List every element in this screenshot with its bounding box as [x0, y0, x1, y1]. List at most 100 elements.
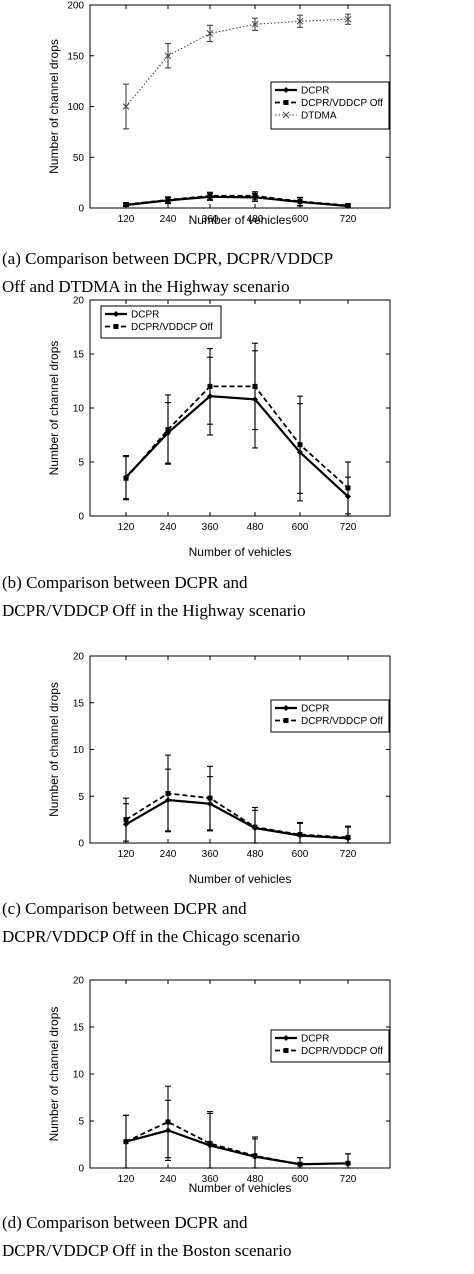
figure-caption: Off and DTDMA in the Highway scenario [2, 277, 290, 296]
chart-panel-4: 0 5 10 15 20 120 240 360 480 600 720 Number of vehi… [2, 976, 391, 1260]
series-2 [123, 754, 351, 844]
data-point [344, 15, 352, 23]
y-tick-label: 5 [78, 792, 84, 803]
legend-entry: DCPR/VDDCP Off [131, 322, 213, 333]
y-tick-label: 10 [73, 1070, 85, 1081]
series-1 [123, 1099, 351, 1169]
y-tick-label: 100 [67, 102, 84, 113]
y-tick-label: 150 [67, 51, 84, 62]
x-tick-label: 480 [247, 1174, 264, 1185]
figure-caption: (d) Comparison between DCPR and [2, 1213, 248, 1232]
x-tick-label: 720 [340, 849, 357, 860]
y-tick-label: 0 [78, 1164, 84, 1175]
x-tick-label: 240 [160, 214, 177, 225]
x-tick-label: 720 [340, 214, 357, 225]
series-1 [123, 192, 351, 209]
series-line [125, 394, 349, 498]
series-line [125, 1120, 349, 1166]
y-tick-label: 0 [78, 839, 84, 850]
legend-box [270, 699, 390, 733]
x-tick-label: 480 [247, 522, 264, 533]
series-1 [123, 350, 351, 517]
legend-entry: DCPR [131, 310, 159, 321]
y-tick-label: 15 [73, 1023, 85, 1034]
y-tick-label: 5 [78, 458, 84, 469]
figure-caption: DCPR/VDDCP Off in the Boston scenario [2, 1241, 291, 1260]
data-point [297, 442, 303, 448]
x-tick-label: 720 [340, 522, 357, 533]
data-point [206, 30, 214, 37]
x-tick-label: 120 [118, 849, 135, 860]
series-line [125, 194, 349, 207]
y-tick-label: 15 [73, 698, 85, 709]
x-tick-label: 600 [292, 849, 309, 860]
data-point [164, 52, 172, 60]
x-axis-title: Number of vehicles [189, 545, 292, 559]
data-point [122, 103, 130, 110]
x-tick-label: 480 [247, 849, 264, 860]
data-point [296, 17, 304, 25]
chart-panel-3: 0 5 10 15 20 120 240 360 480 600 720 Number of vehi… [2, 652, 391, 946]
figure-caption: DCPR/VDDCP Off in the Highway scenario [2, 601, 306, 620]
data-point [123, 817, 129, 823]
legend-entry: DCPR [301, 86, 329, 97]
series-line [125, 792, 349, 839]
legend-entry: DCPR/VDDCP Off [301, 1046, 383, 1057]
legend-marker [283, 87, 289, 93]
legend-marker [283, 705, 289, 711]
data-point [207, 193, 213, 199]
legend-marker [282, 111, 290, 119]
x-tick-label: 600 [292, 522, 309, 533]
legend-marker [283, 1035, 289, 1041]
legend-marker [283, 718, 289, 723]
figure-caption: DCPR/VDDCP Off in the Chicago scenario [2, 927, 300, 946]
legend-marker [283, 1048, 289, 1053]
series-3 [122, 13, 352, 130]
y-tick-label: 10 [73, 745, 85, 756]
y-tick-label: 20 [73, 976, 85, 987]
series-line [125, 1129, 349, 1166]
data-point [345, 834, 351, 840]
data-point [252, 1153, 258, 1159]
legend-box [270, 1029, 390, 1063]
chart-panel-2: 0 5 10 15 20 120 240 360 480 600 720 Number of vehi… [2, 296, 391, 620]
y-axis-title: Number of channel drops [47, 39, 61, 174]
data-point [123, 201, 129, 207]
x-tick-label: 120 [118, 1174, 135, 1185]
legend-marker [113, 311, 119, 317]
data-point [165, 197, 171, 203]
series-line [125, 798, 349, 840]
y-tick-label: 200 [67, 1, 84, 12]
x-tick-label: 240 [160, 522, 177, 533]
y-tick-label: 15 [73, 350, 85, 361]
figure-caption: (c) Comparison between DCPR and [2, 899, 247, 918]
legend-box [100, 305, 222, 339]
x-tick-label: 120 [118, 522, 135, 533]
x-tick-label: 360 [202, 1174, 219, 1185]
y-tick-label: 50 [73, 153, 85, 164]
y-tick-label: 20 [73, 652, 85, 663]
legend-entry: DTDMA [301, 111, 337, 122]
data-point [251, 20, 259, 28]
x-axis-title: Number of vehicles [189, 1181, 292, 1195]
x-tick-label: 360 [202, 214, 219, 225]
legend-entry: DCPR/VDDCP Off [301, 716, 383, 727]
y-tick-label: 10 [73, 404, 85, 415]
y-axis-title: Number of channel drops [47, 1007, 61, 1142]
series-line [125, 385, 349, 489]
x-tick-label: 360 [202, 522, 219, 533]
data-point [297, 1161, 303, 1167]
series-2 [123, 191, 351, 208]
x-tick-label: 360 [202, 849, 219, 860]
data-point [123, 475, 129, 481]
x-tick-label: 240 [160, 849, 177, 860]
legend-entry: DCPR [301, 1034, 329, 1045]
x-tick-label: 600 [292, 214, 309, 225]
series-2 [123, 342, 351, 515]
data-point [165, 790, 171, 796]
series-1 [123, 768, 351, 844]
data-point [297, 198, 303, 204]
